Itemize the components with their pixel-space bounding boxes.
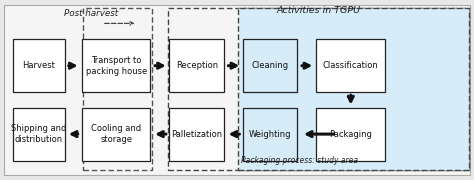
Bar [168, 8, 469, 170]
Text: Weighting: Weighting [249, 130, 292, 139]
Text: Cooling and
storage: Cooling and storage [91, 124, 141, 144]
Text: Post harvest: Post harvest [64, 9, 118, 18]
Text: Packaging process: study area: Packaging process: study area [241, 156, 358, 165]
Text: Harvest: Harvest [22, 61, 55, 70]
Bar [243, 39, 298, 92]
Bar [82, 108, 151, 161]
Bar [82, 39, 151, 92]
Bar [316, 39, 385, 92]
Bar [169, 108, 224, 161]
Bar [169, 39, 224, 92]
Text: Activities in TGPU: Activities in TGPU [276, 6, 361, 15]
Text: Classification: Classification [323, 61, 379, 70]
Text: Shipping and
distribution: Shipping and distribution [11, 124, 66, 144]
Text: Transport to
packing house: Transport to packing house [85, 56, 147, 76]
Bar [238, 8, 469, 170]
Bar [243, 108, 298, 161]
Text: Packaging: Packaging [329, 130, 372, 139]
Bar [13, 108, 65, 161]
Text: Palletization: Palletization [171, 130, 222, 139]
Bar [83, 8, 152, 170]
Bar [316, 108, 385, 161]
Text: Cleaning: Cleaning [252, 61, 289, 70]
Bar [13, 39, 65, 92]
Text: Reception: Reception [176, 61, 218, 70]
